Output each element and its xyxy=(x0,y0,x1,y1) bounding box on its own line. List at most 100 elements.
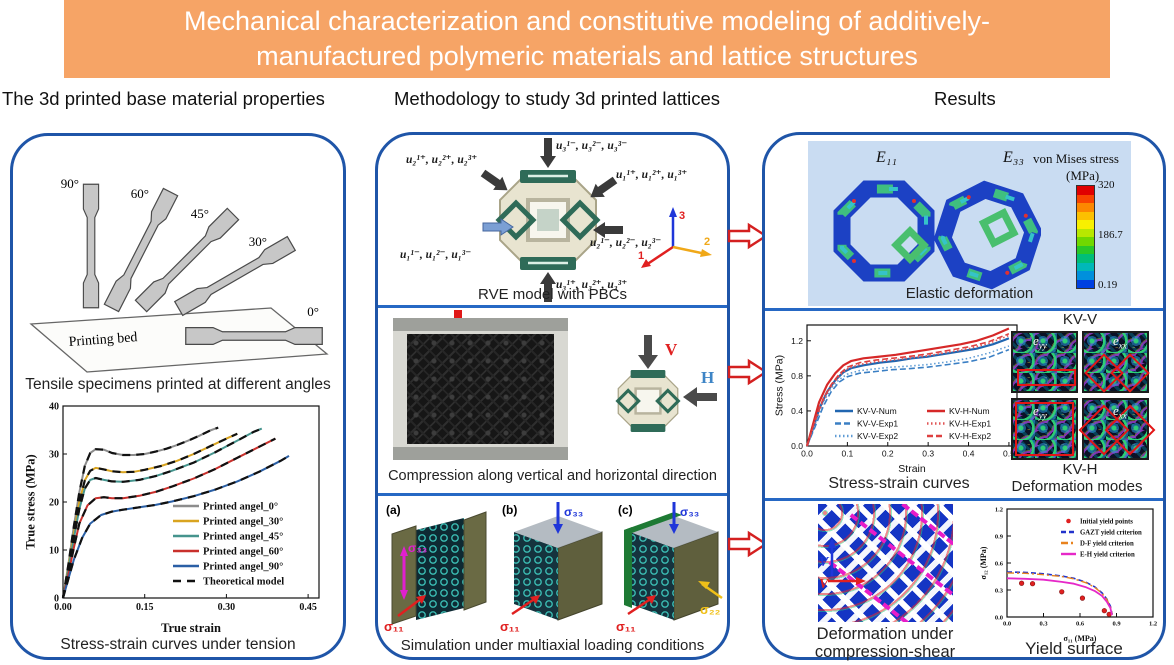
kvh-label: KV-H xyxy=(1062,461,1098,478)
rve-section: 3 1 2 u₃¹⁻, u₃²⁻, u₃³⁻ u₂¹⁺, u₂²⁺, u₂³⁺ … xyxy=(378,135,727,305)
exx-label-kvh: exx xyxy=(1113,403,1127,421)
panel-results: E₁₁ E₃₃ von Mises stress (MPa) xyxy=(762,132,1166,661)
colorbar-title: von Mises stress xyxy=(1033,151,1119,166)
tension-stress-strain-chart: 0.00 0.15 0.30 0.45 0 10 20 30 40 True strain True… xyxy=(23,396,329,639)
pbc-arrow-top xyxy=(540,138,556,168)
svg-text:0.30: 0.30 xyxy=(218,602,236,613)
caption-lattice-curves: Stress-strain curves xyxy=(828,475,970,492)
coordinate-triad: 3 1 2 xyxy=(638,207,712,268)
svg-text:0.0: 0.0 xyxy=(801,449,813,459)
svg-text:0.3: 0.3 xyxy=(1039,621,1048,628)
angle-label-60: 60° xyxy=(131,186,149,201)
svg-text:0.2: 0.2 xyxy=(882,449,894,459)
lattice-stress-strain-chart: 0.0 0.1 0.2 0.3 0.4 0.5 0.0 0.4 0.8 1.2 Strain Stre… xyxy=(773,319,1025,479)
svg-text:0.15: 0.15 xyxy=(136,602,154,613)
title-line-2: manufactured polymeric materials and lat… xyxy=(256,41,918,71)
right-divider-2 xyxy=(765,498,1163,501)
svg-text:0.9: 0.9 xyxy=(1112,621,1121,628)
colorbar-max: 320 xyxy=(1098,179,1115,191)
compression-section: Compression V H Compression along vertic… xyxy=(378,308,727,493)
caption-tension-chart: Stress-strain curves under tension xyxy=(60,636,296,653)
caption-compression: Compression along vertical and horizonta… xyxy=(388,468,717,484)
h-arrow-icon xyxy=(683,387,717,407)
vh-lattice-icon: V H xyxy=(615,335,717,432)
svg-text:1.2: 1.2 xyxy=(791,336,803,346)
svg-text:Theoretical model: Theoretical model xyxy=(203,577,284,588)
svg-text:0.45: 0.45 xyxy=(299,602,317,613)
svg-text:0.3: 0.3 xyxy=(922,449,934,459)
svg-text:True stress (MPa): True stress (MPa) xyxy=(23,454,37,549)
axis-3-label: 3 xyxy=(679,210,685,222)
panel-methodology: 3 1 2 u₃¹⁻, u₃²⁻, u₃³⁻ u₂¹⁺, u₂²⁺, u₂³⁺ … xyxy=(375,132,730,660)
colorbar-min: 0.19 xyxy=(1098,279,1118,291)
svg-text:Stress (MPa): Stress (MPa) xyxy=(773,355,785,416)
colorbar-unit: (MPa) xyxy=(1066,168,1100,183)
printing-bed-shape xyxy=(29,307,329,373)
svg-text:0.00: 0.00 xyxy=(54,602,72,613)
pbc-label-mid-right: u₂¹⁻, u₂²⁻, u₂³⁻ xyxy=(590,237,662,249)
sim-c-label: (c) xyxy=(618,503,633,517)
v-arrow-icon xyxy=(638,335,658,369)
svg-text:0.9: 0.9 xyxy=(995,533,1004,540)
printing-bed-label: Printing bed xyxy=(68,330,138,350)
svg-text:Printed angel_60°: Printed angel_60° xyxy=(203,547,283,558)
svg-text:Printed angel_30°: Printed angel_30° xyxy=(203,517,283,528)
v-blue-label: V xyxy=(819,555,830,570)
header-right: Results xyxy=(934,88,996,109)
lattice-curves-section: 0.0 0.1 0.2 0.3 0.4 0.5 0.0 0.4 0.8 1.2 Strain Stre… xyxy=(765,311,1163,498)
simulation-c: (c) σ₃₃ σ₁₁ σ₂₂ xyxy=(616,502,723,634)
svg-text:KV-H-Num: KV-H-Num xyxy=(949,406,990,416)
v-red-label: V xyxy=(819,577,830,592)
v-direction-label: V xyxy=(665,340,678,359)
angle-label-30: 30° xyxy=(249,234,267,249)
rve-model-figure: 3 1 2 xyxy=(478,138,712,302)
specimen-diagram: 90° 60° 45° 30° 0° Printing bed xyxy=(19,146,341,378)
fea-lattices xyxy=(833,180,1041,290)
svg-text:KV-H-Exp2: KV-H-Exp2 xyxy=(949,431,991,441)
svg-text:KV-V-Num: KV-V-Num xyxy=(857,406,897,416)
caption-modes: Deformation modes xyxy=(1011,478,1143,495)
svg-text:σ₁₁ (MPa): σ₁₁ (MPa) xyxy=(1064,634,1097,643)
svg-text:0.5: 0.5 xyxy=(1003,449,1015,459)
svg-text:0.0: 0.0 xyxy=(1003,621,1011,628)
svg-text:Initial yield points: Initial yield points xyxy=(1080,518,1133,525)
title-banner: Mechanical characterization and constitu… xyxy=(64,0,1110,78)
h-direction-label: H xyxy=(701,368,714,387)
pbc-label-bottom-left: u₁¹⁻, u₁²⁻, u₁³⁻ xyxy=(400,249,472,261)
sim-b-label: (b) xyxy=(502,503,517,517)
header-left: The 3d printed base material properties xyxy=(2,88,325,109)
pbc-arrow-left-blue xyxy=(482,218,514,236)
svg-text:KV-V-Exp2: KV-V-Exp2 xyxy=(857,431,898,441)
svg-text:Printed angel_0°: Printed angel_0° xyxy=(203,502,278,513)
svg-text:20: 20 xyxy=(49,498,59,509)
pbc-label-top-right: u₁¹⁺, u₁²⁺, u₁³⁺ xyxy=(616,169,688,181)
angle-label-90: 90° xyxy=(61,176,79,191)
caption-specimens: Tensile specimens printed at different a… xyxy=(25,376,331,393)
compression-photo xyxy=(393,318,568,460)
svg-text:0.6: 0.6 xyxy=(1076,621,1085,628)
sim-c-s33: σ₃₃ xyxy=(680,505,699,519)
svg-text:KV-V-Exp1: KV-V-Exp1 xyxy=(857,418,898,428)
svg-text:GAZT yield criterion: GAZT yield criterion xyxy=(1080,529,1142,536)
caption-elastic: Elastic deformation xyxy=(905,285,1034,302)
exx-label-kvv: exx xyxy=(1113,333,1127,351)
panel-base-material: 90° 60° 45° 30° 0° Printing bed Tensile … xyxy=(10,133,346,660)
caption-yield: Yield surface xyxy=(1025,639,1123,658)
svg-text:KV-H-Exp1: KV-H-Exp1 xyxy=(949,418,991,428)
svg-text:40: 40 xyxy=(49,402,59,413)
svg-text:Printed angel_90°: Printed angel_90° xyxy=(203,562,283,573)
svg-text:1.2: 1.2 xyxy=(1149,621,1157,628)
svg-text:Printed angel_45°: Printed angel_45° xyxy=(203,532,283,543)
sim-a-s33: σ₃₃ xyxy=(408,541,427,555)
flow-arrow-3 xyxy=(727,530,769,558)
middle-divider-2 xyxy=(378,493,727,496)
sim-b-s33: σ₃₃ xyxy=(564,505,583,519)
von-mises-colorbar xyxy=(1076,185,1095,289)
svg-text:0.3: 0.3 xyxy=(995,587,1004,594)
svg-text:0.0: 0.0 xyxy=(791,441,803,451)
sim-b-s11: σ₁₁ xyxy=(500,619,520,634)
svg-text:E-H yield criterion: E-H yield criterion xyxy=(1080,551,1135,558)
dic-kvv-eyy xyxy=(1011,331,1078,393)
angle-label-0: 0° xyxy=(307,304,319,319)
sim-c-s11: σ₁₁ xyxy=(616,619,636,634)
